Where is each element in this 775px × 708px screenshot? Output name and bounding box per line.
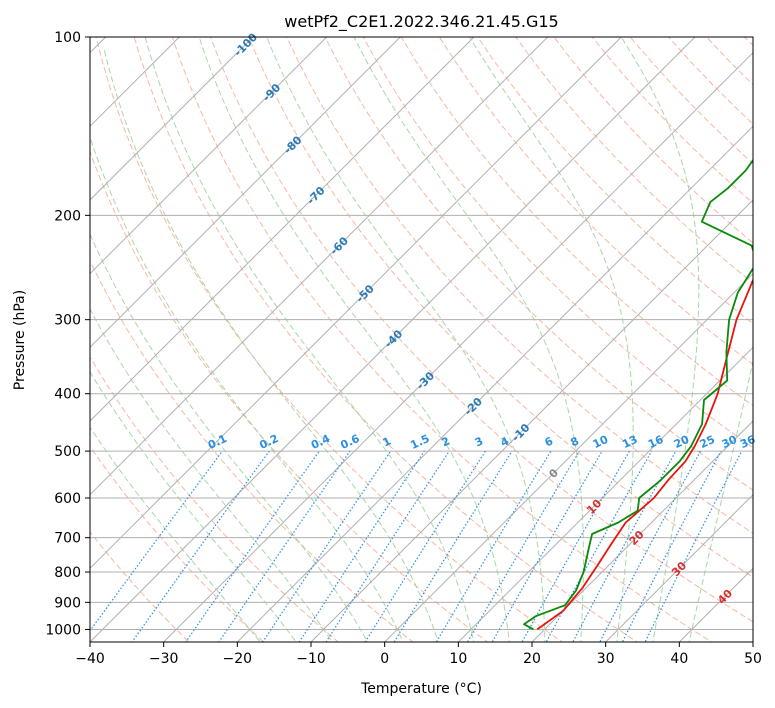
mixing-ratio-label: 30 [720, 433, 740, 451]
y-tick-label: 600 [54, 491, 81, 507]
dry-adiabat-line [400, 37, 753, 407]
mixing-ratio-label: 13 [620, 433, 639, 451]
x-axis-label: Temperature (°C) [360, 681, 482, 697]
dry-adiabat-line [248, 37, 753, 578]
y-tick-label: 200 [54, 208, 81, 224]
dewpoint-profile-line [523, 158, 753, 631]
isotherm-line [90, 37, 623, 570]
mixing-ratio-label: 20 [672, 433, 692, 451]
mixing-ratio-line [298, 450, 425, 642]
mixing-ratio-line [218, 450, 351, 642]
y-tick-label: 500 [54, 444, 81, 460]
mixing-ratio-line [599, 450, 702, 642]
moist-adiabat-line [469, 37, 634, 642]
isotherm-line [604, 493, 753, 642]
mixing-ratio-line [185, 450, 320, 642]
isotherm-line [162, 51, 753, 642]
y-tick-label: 300 [54, 313, 81, 329]
mixing-ratio-line [325, 450, 450, 642]
isotherm-line [90, 37, 696, 642]
isotherm-line [310, 199, 753, 642]
dry-adiabat-line [95, 37, 564, 642]
mixing-ratio-label: 10 [591, 433, 611, 451]
moist-adiabat-line [144, 37, 475, 642]
x-tick-label: 20 [523, 651, 541, 667]
dry-adiabat-line [477, 37, 753, 325]
y-tick-label: 1000 [45, 622, 81, 638]
mixing-ratio-line [90, 450, 223, 632]
y-tick-label: 700 [54, 531, 81, 547]
isotherm-line [0, 10, 59, 654]
chart-title: wetPf2_C2E1.2022.346.21.45.G15 [284, 12, 558, 32]
isotherm-line [90, 37, 328, 275]
x-tick-label: 40 [670, 651, 688, 667]
plot-background [90, 37, 753, 642]
mixing-ratio-label: 16 [646, 433, 666, 451]
isotherm-line [531, 420, 753, 642]
moist-adiabat-line [90, 426, 261, 642]
y-tick-label: 100 [54, 30, 81, 46]
moist-adiabat-line [353, 37, 584, 642]
isotherm-line [90, 37, 549, 496]
y-tick-label: 800 [54, 565, 81, 581]
y-tick-label: 900 [54, 595, 81, 611]
isotherm-line [90, 37, 475, 422]
isotherm-line [90, 37, 402, 349]
moist-adiabat-line [90, 135, 404, 642]
x-tick-label: −40 [75, 651, 105, 667]
moist-adiabat-line [266, 37, 546, 642]
x-tick-label: 0 [380, 651, 389, 667]
dry-adiabat-line [324, 37, 753, 491]
dry-adiabat-line [90, 150, 489, 642]
moist-adiabat-line [90, 370, 297, 642]
isotherm-line [90, 37, 181, 128]
x-tick-label: 10 [449, 651, 467, 667]
grid-layer [0, 10, 775, 654]
moist-adiabat-line [103, 49, 440, 642]
dry-adiabat-line [90, 445, 265, 642]
x-tick-label: −10 [296, 651, 326, 667]
mixing-ratio-line [521, 450, 631, 642]
temperature-profile-line [536, 277, 753, 631]
isotherm-line [236, 125, 753, 642]
dry-adiabat-line [133, 37, 638, 642]
dry-adiabat-line [209, 37, 753, 623]
x-tick-label: 30 [597, 651, 615, 667]
dry-adiabat-line [90, 259, 414, 642]
isotherm-line [383, 272, 753, 642]
series-layer [523, 158, 753, 631]
moist-adiabat-line [90, 232, 369, 642]
mixing-ratio-line [491, 450, 603, 642]
isotherm-line [457, 346, 753, 642]
axis-layer: −40 −30 −20 −10 0 10 20 30 40 50 100 200 300 400 500 60… [45, 30, 762, 667]
mixing-ratio-line [262, 450, 392, 642]
dry-adiabat-line [171, 37, 713, 642]
isotherm-line [90, 37, 254, 201]
mixing-ratio-line [466, 450, 580, 642]
dry-adiabat-line [756, 10, 775, 654]
y-tick-label: 400 [54, 387, 81, 403]
dry-adiabat-line [515, 37, 753, 284]
mixing-ratio-line [644, 450, 743, 642]
x-tick-label: −30 [149, 651, 179, 667]
y-axis-label: Pressure (hPa) [12, 290, 28, 390]
mixing-ratio-line [621, 450, 722, 642]
x-tick-label: −20 [223, 651, 253, 667]
mixing-ratio-line [364, 450, 486, 642]
moist-adiabat-line [90, 308, 333, 642]
plot-frame [89, 36, 754, 643]
mixing-ratio-label: 25 [698, 433, 717, 451]
moist-adiabat-line [620, 37, 700, 642]
mixing-ratio-line [435, 450, 552, 642]
mixing-ratio-line [393, 450, 513, 642]
x-tick-label: 50 [744, 651, 762, 667]
